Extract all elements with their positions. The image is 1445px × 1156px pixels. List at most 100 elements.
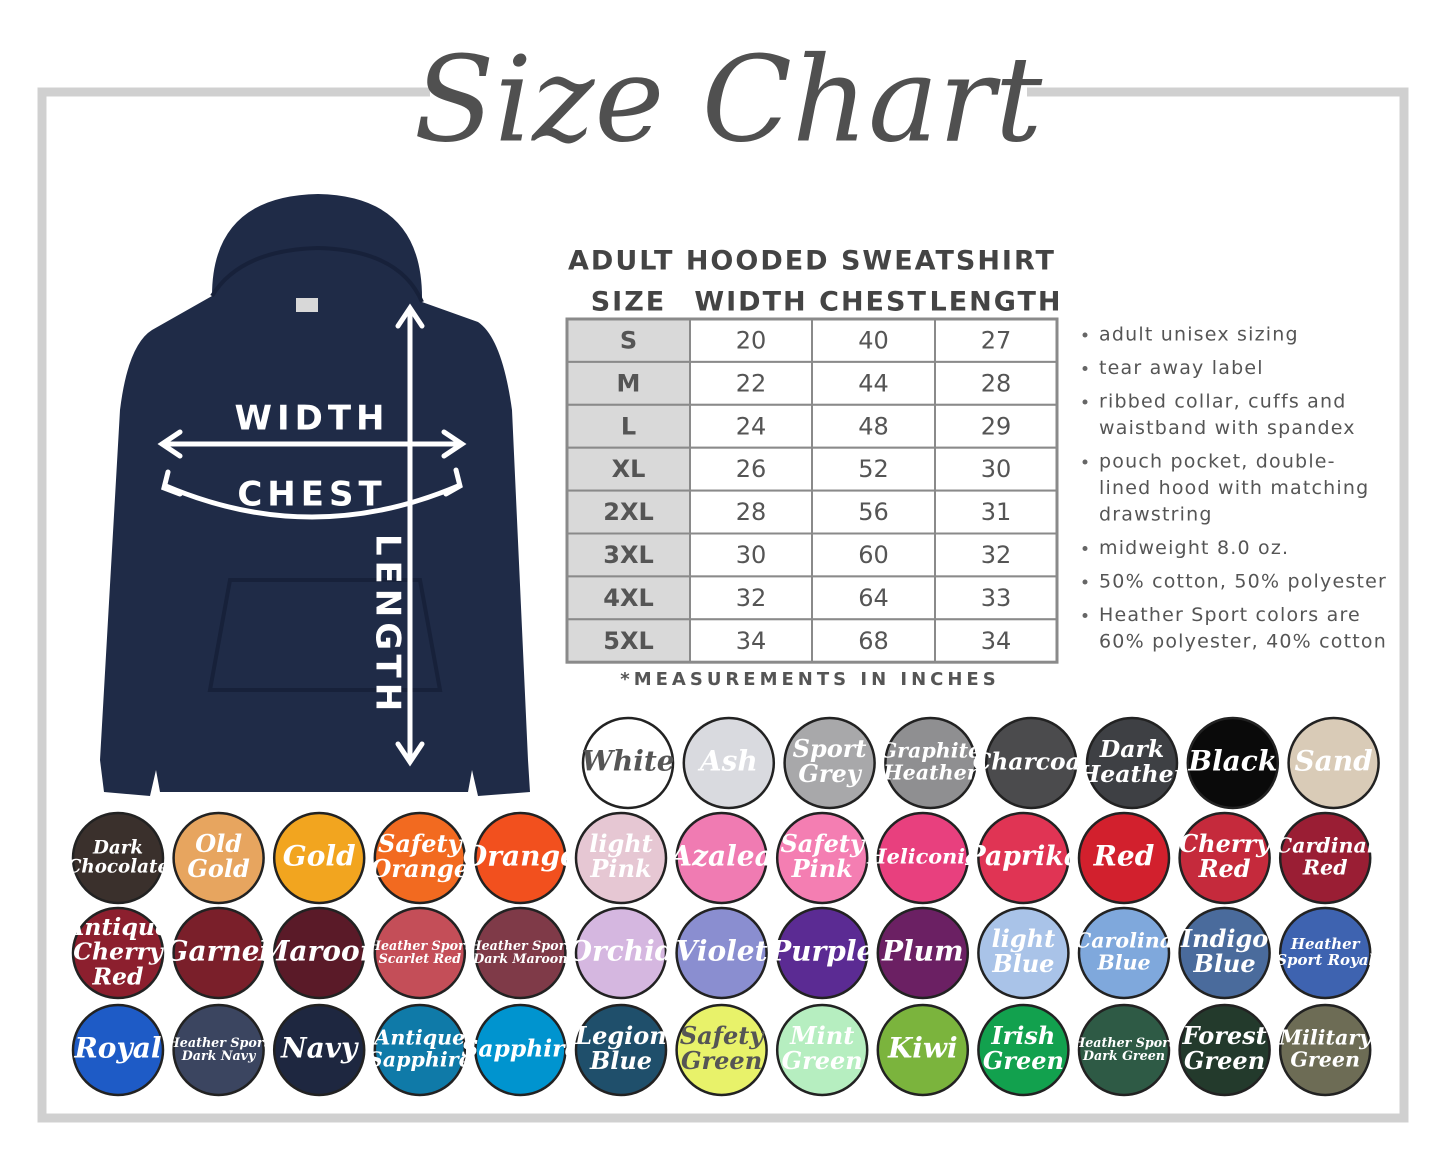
swatch-label: Black [1187,745,1277,778]
swatch-label: Indigo [1180,924,1268,953]
swatch [474,906,567,1000]
swatch-label: Heather Sport [469,938,572,953]
swatch [1278,906,1372,1000]
swatch-label: Mint [789,1021,854,1050]
swatch-label: Heather [1077,760,1188,788]
swatch-label: Dark [1099,735,1165,763]
cell: 27 [981,326,1012,354]
swatch-label: Blue [1096,950,1150,974]
swatch [1278,1003,1372,1097]
chest-label: CHEST [237,475,386,515]
swatch [1077,906,1171,1000]
column-header: WIDTH [694,287,807,318]
cell: 24 [736,412,767,440]
swatch [172,906,265,1000]
swatch-label: Plum [881,935,964,968]
cell: 28 [981,369,1012,397]
cell: 64 [858,584,889,612]
cell: 56 [858,498,889,526]
bullet [1082,579,1088,585]
swatch-label: Pink [589,854,651,883]
swatch-label: Heliconia [866,844,979,869]
column-header: CHEST [819,287,928,318]
swatch-label: Heather Sport [368,938,471,953]
swatch [474,1003,567,1097]
feature-text: midweight 8.0 oz. [1099,537,1289,559]
feature-list: adult unisex sizing tear away label ribbed… [1082,324,1387,653]
arrows [157,303,467,767]
cell-bg [811,403,936,449]
cell: 30 [736,541,767,569]
swatch-label: Carolina [1075,929,1173,953]
swatch-label: Red [1198,854,1251,883]
swatch-label: Navy [280,1032,359,1065]
swatch [71,906,165,1000]
bullet [1082,366,1088,371]
size-cell: M [617,369,641,397]
feature-text: 50% cotton, 50% polyester [1099,571,1387,593]
swatch-label: Orange [463,840,578,873]
label-tag [296,298,318,312]
swatch-label: Sapphire [461,1035,579,1063]
swatch [775,811,869,905]
swatch [574,1003,668,1097]
swatch [783,716,876,810]
swatch-label: Blue [991,949,1054,978]
swatch-label: Military [1278,1026,1373,1050]
cell-bg [934,618,1058,664]
width-label: WIDTH [234,399,389,439]
swatch-label: Green [1184,1046,1265,1075]
swatch-label: Cherry [73,938,165,966]
feature-text: drawstring [1099,504,1213,526]
cell: 52 [858,455,889,483]
swatch-label: Sapphire [368,1047,472,1071]
swatch-label: Orange [370,854,469,883]
size-cell: XL [612,455,646,483]
cell: 30 [981,455,1012,483]
swatch-label: Safety [780,829,866,858]
swatch-label: Chocolate [67,857,169,878]
hoodie-body [100,194,530,796]
swatch [272,811,366,905]
swatch-label: Cherry [1179,829,1272,858]
cell-bg [811,360,936,406]
table-title: ADULT HOODED SWEATSHIRT [568,246,1056,277]
size-cell: 2XL [603,498,654,526]
cell: 60 [858,541,889,569]
size-cell: 4XL [603,584,654,612]
swatch-label: Old [195,829,242,858]
swatch-label: Green [983,1046,1064,1075]
feature-text: tear away label [1099,357,1264,379]
cell-bg [934,446,1058,492]
swatch [675,811,768,905]
cell: 48 [858,412,889,440]
size-table: SIZE WIDTH CHEST LENGTH S 20 40 27 M 22 44 28 L 24 48 2… [565,287,1060,664]
cell: 29 [981,412,1012,440]
swatch-label: Antique [64,913,170,941]
swatch-label: Red [91,962,143,990]
swatch [272,906,366,1000]
cell-bg [689,446,813,492]
cell: 44 [858,369,889,397]
bullet [1082,332,1088,338]
cell-bg [689,489,813,535]
swatch [984,716,1078,810]
swatch-label: Orchid [568,935,675,968]
swatch-label: Sport [793,734,867,763]
swatch [775,906,869,1000]
hood-edge [210,245,424,303]
swatch-label: Azalea [667,840,772,873]
swatch [1178,1003,1271,1097]
cell: 34 [981,627,1012,655]
swatch-label: Green [782,1046,863,1075]
swatch [1178,811,1271,905]
cell-bg [934,489,1058,535]
swatch-label: Garnet [165,935,273,968]
size-cell: 5XL [603,627,654,655]
swatch-label: Grey [798,759,862,788]
swatch [675,1003,768,1097]
swatch [71,811,165,905]
cell: 26 [736,455,767,483]
